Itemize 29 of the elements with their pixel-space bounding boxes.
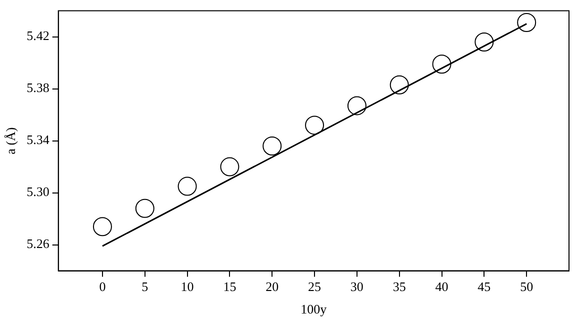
x-tick-label: 0 <box>99 279 106 294</box>
x-tick-label: 50 <box>520 279 534 294</box>
x-tick-label: 25 <box>308 279 322 294</box>
y-tick-label: 5.30 <box>26 184 50 200</box>
point <box>305 116 324 135</box>
y-axis-title: a (Å) <box>3 127 18 154</box>
point <box>517 13 536 32</box>
x-axis-title: 100y <box>300 302 328 317</box>
point <box>262 136 282 156</box>
x-tick-label: 30 <box>350 279 364 294</box>
point <box>135 198 154 218</box>
y-tick-label: 5.26 <box>26 236 50 252</box>
x-tick-label: 35 <box>392 279 406 294</box>
x-tick-label: 20 <box>266 279 279 294</box>
y-tick-label: 5.34 <box>26 132 50 148</box>
x-tick-label: 40 <box>435 279 448 294</box>
point <box>390 75 409 94</box>
y-tick-label: 5.38 <box>26 80 50 96</box>
x-tick-label: 15 <box>223 279 236 294</box>
y-tick-label: 5.42 <box>26 28 50 44</box>
x-tick-label: 5 <box>142 279 148 294</box>
point <box>92 217 112 236</box>
point <box>347 96 366 116</box>
x-tick-label: 45 <box>478 279 491 294</box>
x-tick-label: 10 <box>180 279 194 294</box>
point <box>432 54 452 74</box>
point <box>220 157 240 176</box>
point <box>474 32 494 52</box>
point <box>178 176 197 196</box>
